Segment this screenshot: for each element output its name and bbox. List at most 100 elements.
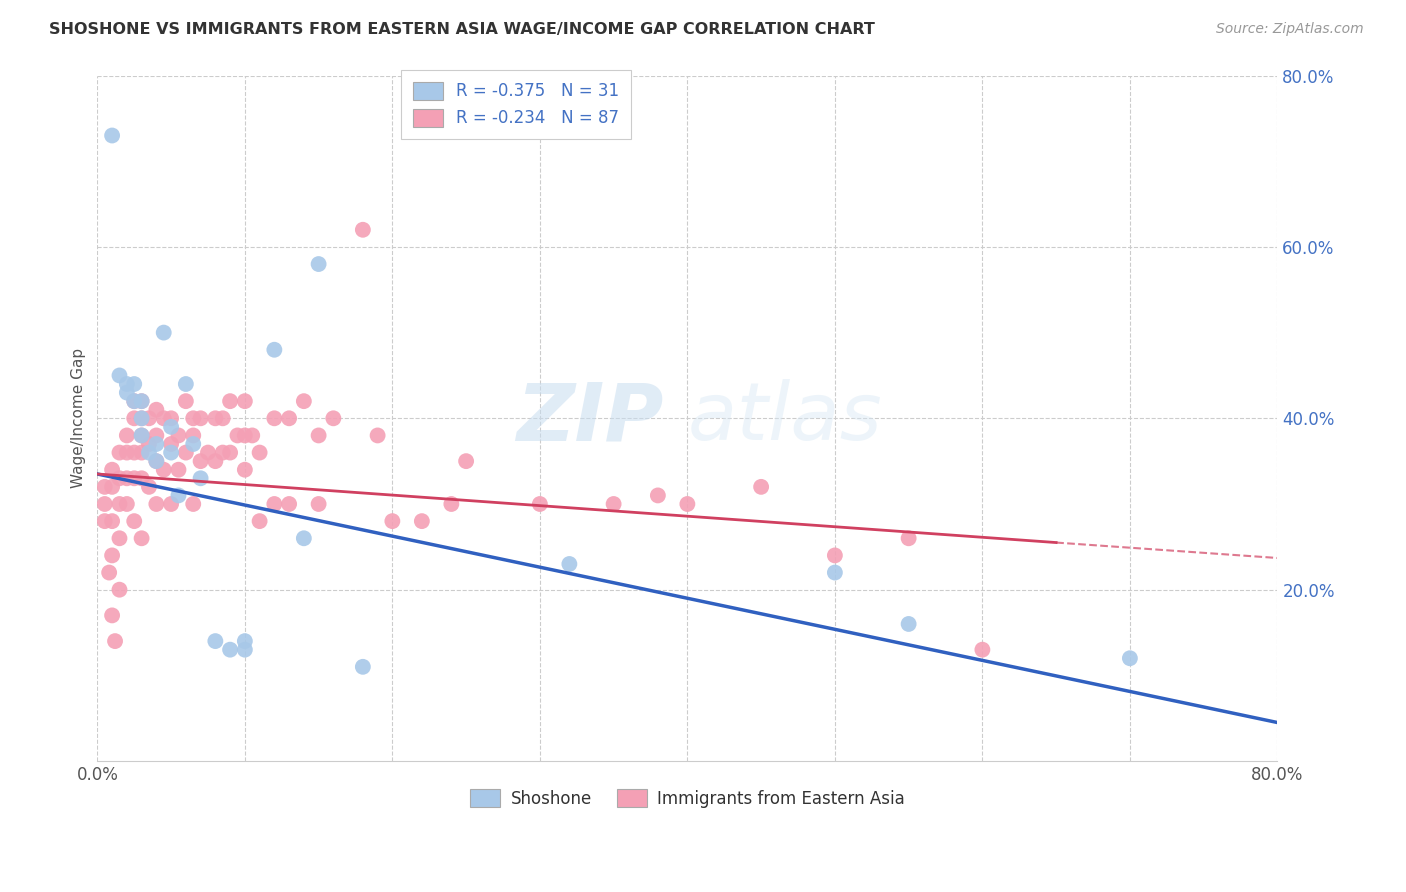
Point (131, 428, 153, 442)
Point (204, 411, 226, 425)
Point (249, 514, 271, 528)
Point (174, 394, 197, 409)
Point (101, 480, 124, 494)
Point (93, 497, 115, 511)
Point (352, 223, 374, 237)
Point (138, 480, 160, 494)
Point (131, 394, 153, 409)
Point (211, 411, 233, 425)
Point (292, 394, 315, 409)
Text: atlas: atlas (688, 379, 882, 458)
Point (204, 634, 226, 648)
Point (367, 428, 389, 442)
Point (824, 549, 846, 563)
Point (167, 463, 190, 477)
Point (152, 326, 174, 340)
Point (152, 411, 174, 425)
Point (308, 257, 330, 271)
Point (440, 497, 463, 511)
Point (160, 497, 183, 511)
Point (98, 566, 121, 580)
Point (108, 497, 131, 511)
Point (145, 428, 167, 442)
Point (308, 497, 330, 511)
Point (263, 497, 285, 511)
Point (240, 428, 263, 442)
Point (278, 497, 301, 511)
Point (138, 445, 160, 459)
Point (233, 394, 256, 409)
Point (174, 445, 197, 459)
Point (190, 454, 212, 468)
Point (101, 514, 124, 528)
Point (226, 428, 249, 442)
Point (197, 445, 219, 459)
Point (219, 394, 242, 409)
Point (972, 642, 994, 657)
Point (122, 411, 145, 425)
Point (145, 497, 167, 511)
Point (101, 128, 124, 143)
Point (122, 377, 145, 392)
Point (101, 549, 124, 563)
Point (411, 514, 433, 528)
Point (647, 488, 669, 502)
Point (115, 428, 138, 442)
Point (292, 531, 315, 545)
Point (181, 437, 204, 451)
Point (131, 445, 153, 459)
Point (190, 471, 212, 485)
Point (897, 531, 920, 545)
Point (131, 411, 153, 425)
Point (263, 411, 285, 425)
Point (131, 428, 153, 442)
Point (529, 497, 551, 511)
Point (104, 634, 127, 648)
Point (219, 642, 242, 657)
Point (122, 394, 145, 409)
Point (131, 394, 153, 409)
Point (558, 557, 581, 571)
Point (211, 445, 233, 459)
Text: Source: ZipAtlas.com: Source: ZipAtlas.com (1216, 22, 1364, 37)
Point (204, 454, 226, 468)
Point (122, 514, 145, 528)
Point (115, 385, 138, 400)
Point (160, 420, 183, 434)
Point (824, 566, 846, 580)
Point (160, 445, 183, 459)
Point (1119, 651, 1142, 665)
Point (145, 402, 167, 417)
Y-axis label: Wage/Income Gap: Wage/Income Gap (72, 348, 86, 488)
Point (101, 608, 124, 623)
Point (167, 428, 190, 442)
Point (190, 411, 212, 425)
Point (138, 411, 160, 425)
Point (108, 582, 131, 597)
Point (181, 497, 204, 511)
Point (167, 488, 190, 502)
Point (138, 437, 160, 451)
Point (108, 445, 131, 459)
Point (108, 531, 131, 545)
Point (308, 428, 330, 442)
Point (115, 497, 138, 511)
Point (233, 634, 256, 648)
Point (152, 463, 174, 477)
Point (145, 454, 167, 468)
Point (115, 377, 138, 392)
Point (115, 471, 138, 485)
Point (352, 660, 374, 674)
Point (145, 454, 167, 468)
Point (122, 471, 145, 485)
Point (233, 642, 256, 657)
Legend: Shoshone, Immigrants from Eastern Asia: Shoshone, Immigrants from Eastern Asia (464, 782, 911, 814)
Point (115, 445, 138, 459)
Point (101, 463, 124, 477)
Point (93, 480, 115, 494)
Point (145, 437, 167, 451)
Point (278, 411, 301, 425)
Point (249, 445, 271, 459)
Point (233, 463, 256, 477)
Text: ZIP: ZIP (516, 379, 664, 458)
